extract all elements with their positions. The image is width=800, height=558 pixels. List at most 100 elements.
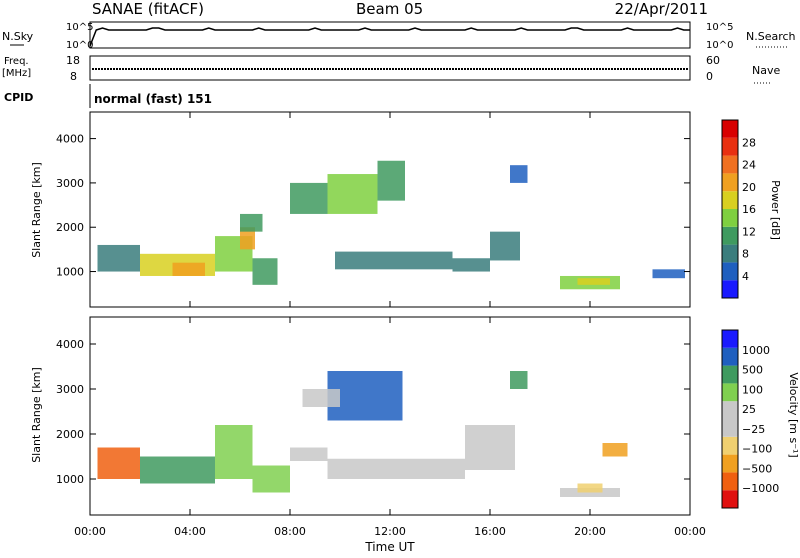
power-colorbar-tick-6: 4 [742, 270, 749, 283]
velocity-ytick-label-3: 1000 [56, 473, 84, 486]
power-colorbar-swatch-9 [722, 120, 738, 138]
velocity-marks [97, 371, 628, 497]
velocity-patch-11 [577, 483, 603, 493]
nave-tick-bottom: 0 [706, 70, 713, 83]
velocity-colorbar-label: Velocity [m s⁻¹] [787, 372, 800, 457]
power-patch-8 [327, 174, 378, 214]
power-colorbar-swatch-2 [722, 244, 738, 263]
nave-tick-top: 60 [706, 54, 720, 67]
power-colorbar-swatch-8 [722, 137, 738, 156]
velocity-colorbar-swatch-7 [722, 365, 738, 384]
power-patch-0 [97, 244, 140, 272]
velocity-panel: 4000 3000 2000 1000 Slant Range [km] [30, 316, 691, 516]
nsky-trace [89, 27, 690, 47]
power-patch-12 [490, 231, 520, 261]
velocity-patch-2 [215, 425, 253, 479]
velocity-patch-4 [290, 447, 328, 461]
velocity-colorbar-tick-6: −500 [742, 462, 772, 475]
velocity-y-ticks: 4000 3000 2000 1000 [56, 338, 690, 486]
power-patch-7 [290, 182, 328, 214]
velocity-colorbar-swatch-5 [722, 401, 738, 419]
nsky-tick-bottom: 10^0 [66, 40, 93, 51]
nsky-label: N.Sky [2, 30, 34, 43]
time-tick-label-1: 04:00 [174, 525, 206, 538]
velocity-patch-12 [602, 443, 628, 457]
nsearch-label: N.Search [746, 30, 796, 43]
nsky-panel-frame [89, 21, 691, 49]
freq-unit: [MHz] [2, 68, 31, 79]
time-tick-label-2: 08:00 [274, 525, 306, 538]
power-y-label: Slant Range [km] [30, 162, 43, 258]
velocity-ytick-label-1: 3000 [56, 383, 84, 396]
power-patch-10 [335, 251, 453, 270]
power-colorbar-swatch-4 [722, 209, 738, 227]
power-colorbar-tick-0: 28 [742, 136, 756, 149]
time-tick-label-3: 12:00 [374, 525, 406, 538]
power-colorbar-label: Power [dB] [769, 180, 782, 240]
velocity-ytick-label-0: 4000 [56, 338, 84, 351]
velocity-colorbar-tick-1: 500 [742, 364, 763, 377]
power-colorbar-swatch-1 [722, 262, 738, 281]
velocity-y-label: Slant Range [km] [30, 367, 43, 463]
velocity-colorbar-swatch-3 [722, 436, 738, 455]
velocity-patch-9 [510, 371, 528, 389]
power-patch-16 [652, 269, 685, 279]
power-patch-11 [452, 258, 490, 272]
power-colorbar-tick-4: 12 [742, 225, 756, 238]
velocity-colorbar-frame [721, 329, 739, 509]
velocity-colorbar-tick-2: 100 [742, 383, 763, 396]
station-title: SANAE (fitACF) [92, 0, 204, 18]
time-tick-label-5: 20:00 [574, 525, 606, 538]
velocity-patch-5 [327, 458, 465, 479]
power-ytick-label-2: 2000 [56, 221, 84, 234]
velocity-colorbar-swatch-2 [722, 454, 738, 473]
power-colorbar-tick-1: 24 [742, 159, 756, 172]
velocity-colorbar-swatch-0 [722, 490, 738, 508]
power-patch-15 [577, 278, 610, 285]
nsearch-tick-bottom: 10^0 [706, 40, 733, 51]
time-tick-label-6: 00:00 [674, 525, 706, 538]
power-colorbar-swatch-3 [722, 226, 738, 245]
velocity-colorbar-tick-3: 25 [742, 403, 756, 416]
power-patch-13 [510, 165, 528, 183]
power-ytick-label-3: 1000 [56, 266, 84, 279]
power-patch-2 [172, 262, 205, 276]
nsky-tick-top: 10^5 [66, 22, 93, 33]
power-patch-4 [240, 227, 255, 250]
velocity-colorbar-tick-5: −100 [742, 443, 772, 456]
nave-label: Nave [752, 64, 780, 77]
cpid-label: CPID [4, 91, 33, 104]
power-patch-5 [252, 258, 278, 285]
velocity-patch-3 [252, 465, 290, 493]
velocity-ytick-label-2: 2000 [56, 428, 84, 441]
time-tick-label-0: 00:00 [74, 525, 106, 538]
velocity-colorbar-swatch-1 [722, 472, 738, 491]
power-colorbar-tick-5: 8 [742, 248, 749, 261]
freq-label: Freq. [4, 56, 29, 67]
power-patch-9 [377, 160, 405, 201]
velocity-colorbar-swatch-8 [722, 347, 738, 366]
power-ytick-label-1: 3000 [56, 177, 84, 190]
power-panel: 4000 3000 2000 1000 Slant Range [km] [30, 111, 691, 308]
time-axis-label: Time UT [364, 540, 415, 554]
power-colorbar-tick-3: 16 [742, 203, 756, 216]
time-tick-label-4: 16:00 [474, 525, 506, 538]
power-colorbar-tick-2: 20 [742, 181, 756, 194]
power-marks [97, 160, 685, 290]
nsearch-tick-top: 10^5 [706, 22, 733, 33]
power-patch-6 [240, 213, 263, 232]
velocity-colorbar-tick-7: −1000 [742, 482, 779, 495]
cpid-value: normal (fast) 151 [94, 92, 212, 106]
velocity-colorbar-swatch-6 [722, 383, 738, 402]
time-axis: 00:00 04:00 08:00 12:00 16:00 20:00 00:00 [74, 112, 706, 538]
power-colorbar-swatch-0 [722, 280, 738, 298]
power-y-ticks: 4000 3000 2000 1000 [56, 133, 690, 279]
power-colorbar: 28 24 20 16 12 8 4 [721, 119, 756, 299]
velocity-colorbar-tick-0: 1000 [742, 344, 770, 357]
freq-tick-top: 18 [66, 54, 80, 67]
velocity-patch-1 [140, 456, 215, 484]
velocity-colorbar-swatch-9 [722, 330, 738, 348]
velocity-patch-6 [465, 425, 515, 470]
